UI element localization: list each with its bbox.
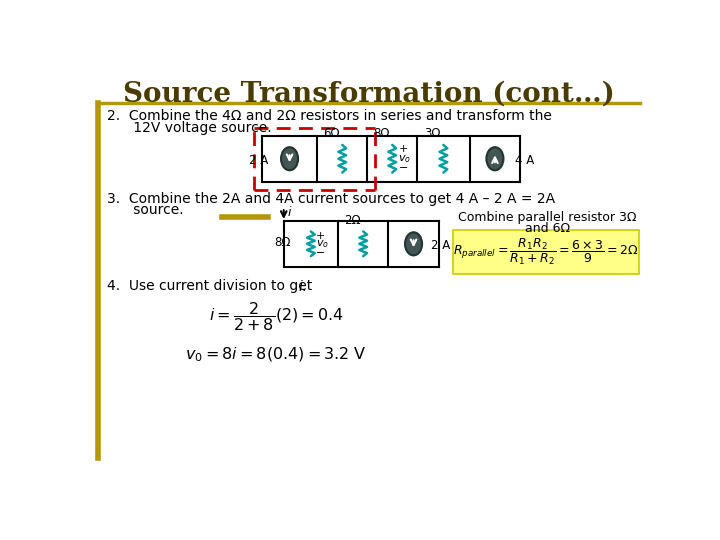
Text: Source Transformation (cont…): Source Transformation (cont…)	[123, 80, 615, 107]
Text: $v_o$: $v_o$	[315, 239, 328, 251]
Text: 3.  Combine the 2A and 4A current sources to get 4 A – 2 A = 2A: 3. Combine the 2A and 4A current sources…	[107, 192, 555, 206]
Text: −: −	[398, 163, 408, 173]
Text: $v_0 = 8i = 8(0.4) = 3.2\ \mathrm{V}$: $v_0 = 8i = 8(0.4) = 3.2\ \mathrm{V}$	[185, 346, 366, 365]
Text: 2Ω: 2Ω	[344, 214, 361, 227]
Text: +: +	[315, 231, 325, 241]
Text: 2.  Combine the 4Ω and 2Ω resistors in series and transform the: 2. Combine the 4Ω and 2Ω resistors in se…	[107, 110, 552, 124]
Text: source.: source.	[107, 204, 184, 218]
Text: 6Ω: 6Ω	[323, 127, 340, 140]
Text: $i = \dfrac{2}{2+8}(2) = 0.4$: $i = \dfrac{2}{2+8}(2) = 0.4$	[209, 300, 343, 333]
Ellipse shape	[281, 147, 298, 170]
Text: 2 A: 2 A	[431, 239, 450, 252]
Text: 12V voltage source.: 12V voltage source.	[107, 121, 271, 135]
Text: −: −	[315, 248, 325, 258]
Text: 8Ω: 8Ω	[274, 236, 291, 249]
Text: $R_{parallel}=\dfrac{R_1 R_2}{R_1+R_2}=\dfrac{6\times3}{9}=2\Omega$: $R_{parallel}=\dfrac{R_1 R_2}{R_1+R_2}=\…	[453, 237, 639, 267]
Ellipse shape	[487, 147, 503, 170]
Text: +: +	[398, 145, 408, 154]
Text: 2 A: 2 A	[249, 154, 269, 167]
Text: and 6Ω: and 6Ω	[525, 222, 570, 235]
Text: 4 A: 4 A	[515, 154, 534, 167]
Text: 4.  Use current division to get: 4. Use current division to get	[107, 279, 317, 293]
Text: 8Ω: 8Ω	[373, 127, 390, 140]
Text: Combine parallel resistor 3Ω: Combine parallel resistor 3Ω	[458, 211, 636, 224]
Text: $i$.: $i$.	[297, 279, 307, 294]
Ellipse shape	[405, 232, 422, 255]
Text: 3Ω: 3Ω	[424, 127, 441, 140]
Text: $i$: $i$	[287, 205, 292, 219]
Text: $v_o$: $v_o$	[398, 153, 411, 165]
FancyBboxPatch shape	[453, 230, 639, 274]
